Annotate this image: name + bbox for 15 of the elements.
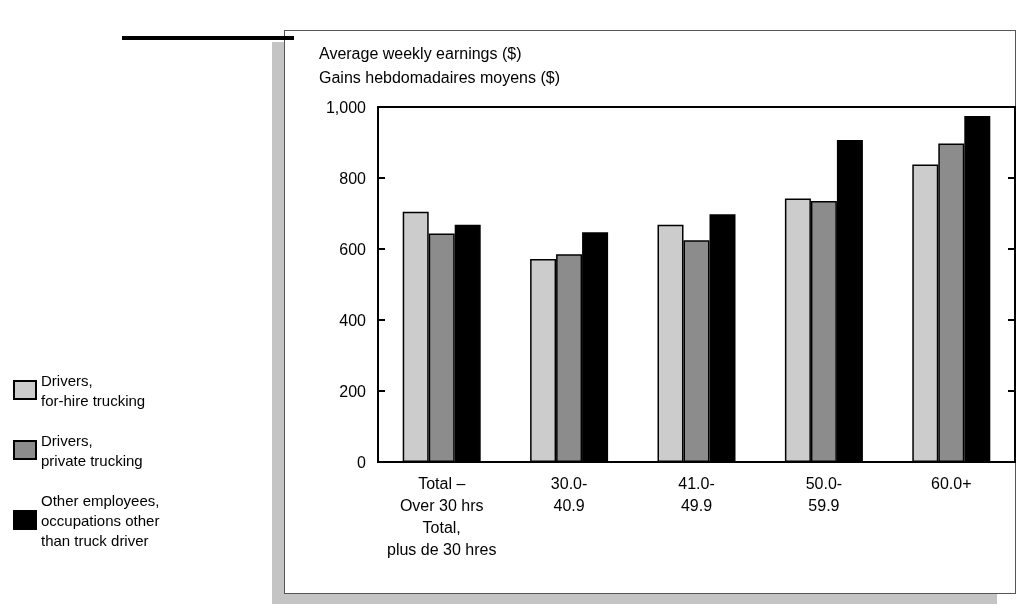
legend-label: Drivers, private trucking bbox=[41, 431, 143, 469]
y-tick-label: 200 bbox=[339, 382, 367, 400]
y-tick-label: 0 bbox=[357, 453, 367, 471]
legend-label: Other employees, occupations other than truck driver bbox=[41, 491, 160, 549]
x-tick-label: 41.0- 49.9 bbox=[678, 474, 715, 514]
y-tick-label: 800 bbox=[339, 169, 367, 187]
y-tick-label: 600 bbox=[339, 240, 367, 258]
x-tick-label: 60.0+ bbox=[931, 474, 972, 492]
y-axis-title: Average weekly earnings ($) Gains hebdomadaires moyens ($) bbox=[319, 44, 561, 86]
x-tick-label: 30.0- 40.9 bbox=[550, 474, 588, 514]
x-tick-label: Total – Over 30 hrs Total, plus de 30 hres bbox=[387, 474, 497, 558]
legend-label: Drivers, for-hire trucking bbox=[41, 371, 146, 409]
y-tick-label: 1,000 bbox=[325, 98, 367, 116]
y-tick-label: 400 bbox=[339, 311, 367, 329]
x-tick-label: 50.0- 59.9 bbox=[805, 474, 843, 514]
